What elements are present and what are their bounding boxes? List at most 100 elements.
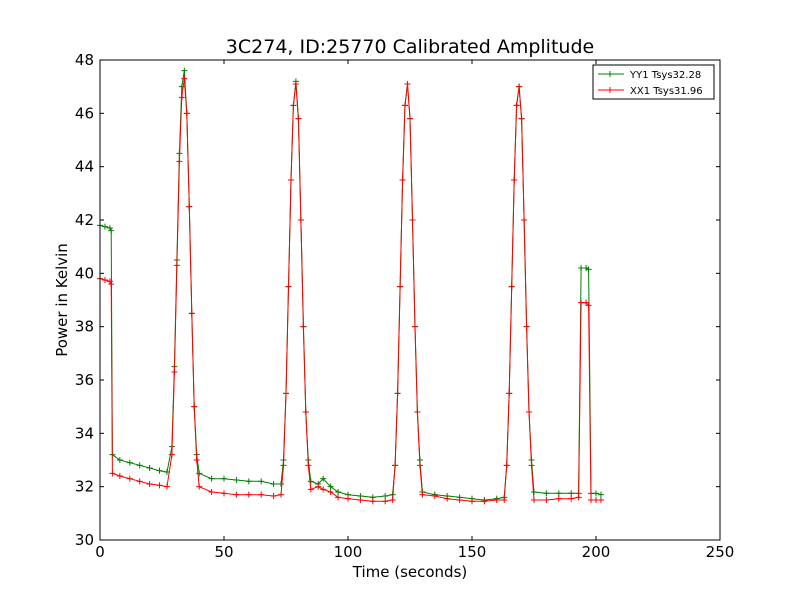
data-point xyxy=(126,459,133,466)
data-point xyxy=(183,110,190,117)
data-point xyxy=(543,490,550,497)
data-point xyxy=(382,498,389,505)
data-point xyxy=(444,495,451,502)
data-point xyxy=(188,310,195,317)
data-point xyxy=(101,277,108,283)
legend-marker-xx1 xyxy=(607,87,613,93)
data-point xyxy=(568,495,575,502)
data-point xyxy=(568,490,575,497)
data-point xyxy=(411,323,418,330)
data-point xyxy=(414,409,421,415)
data-point xyxy=(258,478,265,485)
data-point xyxy=(513,102,520,109)
x-axis-label: Time (seconds) xyxy=(352,563,468,581)
data-point xyxy=(345,495,351,502)
y-tick-label: 42 xyxy=(75,211,94,229)
data-point xyxy=(290,102,297,109)
data-point xyxy=(278,481,285,487)
legend-label-xx1: XX1 Tsys31.96 xyxy=(630,86,703,97)
data-point xyxy=(270,493,277,499)
data-point xyxy=(186,203,193,210)
x-tick-label: 100 xyxy=(334,543,363,561)
data-point xyxy=(245,478,252,485)
data-point xyxy=(116,457,123,463)
data-point xyxy=(156,482,163,489)
data-point xyxy=(295,115,302,122)
data-point xyxy=(369,498,376,505)
y-tick-label: 32 xyxy=(75,478,94,496)
data-point xyxy=(555,495,562,502)
legend-marker-yy1 xyxy=(607,71,613,77)
data-point xyxy=(528,462,535,469)
data-point xyxy=(163,483,170,490)
data-point xyxy=(108,281,115,287)
data-point xyxy=(116,473,123,479)
y-tick-label: 40 xyxy=(75,264,94,282)
data-point xyxy=(402,102,409,109)
data-point xyxy=(283,390,289,397)
data-point xyxy=(208,489,215,495)
data-point xyxy=(518,115,525,122)
data-point xyxy=(297,217,304,223)
data-point xyxy=(523,323,530,330)
data-point xyxy=(221,490,227,497)
data-point xyxy=(404,81,411,87)
x-tick-label: 50 xyxy=(214,543,233,561)
data-point xyxy=(136,478,143,485)
plot-frame xyxy=(99,59,721,541)
data-point xyxy=(136,462,143,469)
data-point xyxy=(208,475,215,482)
data-point xyxy=(300,323,307,330)
data-point xyxy=(456,497,463,503)
data-point xyxy=(506,390,513,397)
y-tick-label: 46 xyxy=(75,104,94,122)
data-point xyxy=(392,462,399,469)
series-layer xyxy=(97,67,604,505)
data-point xyxy=(168,451,175,458)
legend-label-yy1: YY1 Tsys32.28 xyxy=(629,70,701,81)
data-point xyxy=(394,390,401,397)
data-point xyxy=(407,115,413,122)
y-tick-label: 38 xyxy=(75,318,94,336)
data-point xyxy=(521,217,528,223)
data-point xyxy=(196,470,203,477)
data-point xyxy=(280,462,287,469)
y-axis-label: Power in Kelvin xyxy=(53,243,71,357)
data-point xyxy=(585,302,592,309)
plot-area xyxy=(100,60,720,540)
data-point xyxy=(146,481,153,487)
data-point xyxy=(146,465,153,471)
data-point xyxy=(109,470,116,477)
data-point xyxy=(191,403,198,410)
data-point xyxy=(181,75,188,82)
y-tick-label: 48 xyxy=(75,51,94,69)
series-xx1 xyxy=(97,75,604,505)
data-point xyxy=(543,497,550,503)
data-point xyxy=(419,491,426,498)
data-point xyxy=(305,462,312,469)
data-point xyxy=(292,81,299,87)
data-point xyxy=(501,497,508,503)
data-point xyxy=(327,483,334,490)
data-point xyxy=(493,497,500,503)
data-point xyxy=(233,491,240,498)
data-point xyxy=(320,475,327,482)
data-point xyxy=(245,491,252,498)
data-point xyxy=(335,489,342,495)
data-point xyxy=(258,491,265,498)
data-point xyxy=(221,475,227,482)
data-point xyxy=(315,483,322,490)
y-tick-label: 44 xyxy=(75,158,94,176)
data-point xyxy=(469,498,475,505)
data-point xyxy=(178,94,185,101)
data-point xyxy=(503,462,510,469)
data-point xyxy=(399,177,406,183)
data-point xyxy=(597,491,604,498)
y-tick-label: 34 xyxy=(75,424,94,442)
y-tick-label: 30 xyxy=(75,531,94,549)
data-point xyxy=(320,486,327,493)
data-point xyxy=(173,262,180,269)
data-point xyxy=(575,494,582,501)
data-point xyxy=(278,491,285,498)
